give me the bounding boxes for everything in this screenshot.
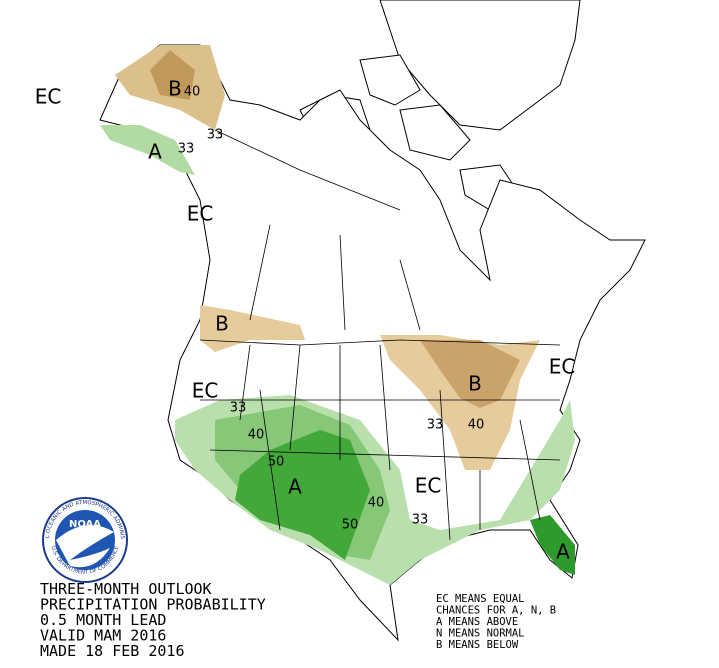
- map-label: A: [148, 140, 162, 164]
- title-line: 0.5 MONTH LEAD: [40, 611, 166, 629]
- map-label: A: [556, 540, 570, 564]
- map-label: 40: [468, 418, 485, 433]
- map-label: 40: [368, 496, 385, 511]
- above-region: [530, 515, 575, 575]
- map-label: EC: [192, 379, 219, 403]
- title-line: PRECIPITATION PROBABILITY: [40, 596, 266, 614]
- title-line: THREE-MONTH OUTLOOK: [40, 580, 212, 598]
- map-label: EC: [187, 202, 214, 226]
- legend-line: A MEANS ABOVE: [436, 616, 518, 628]
- below-region: [420, 340, 520, 408]
- legend-line: CHANCES FOR A, N, B: [436, 605, 556, 617]
- map-label: 40: [184, 85, 201, 100]
- legend-line: N MEANS NORMAL: [436, 628, 525, 640]
- map-label: B: [215, 312, 229, 336]
- map-label: 33: [412, 513, 429, 528]
- map-label: EC: [35, 85, 62, 109]
- above-region: [235, 430, 370, 560]
- map-label: 50: [342, 518, 359, 533]
- logo-name: NOAA: [69, 519, 101, 530]
- logo-bird: [56, 525, 114, 568]
- title-line: VALID MAM 2016: [40, 627, 166, 645]
- map-label: B: [468, 372, 482, 396]
- map-label: EC: [415, 474, 442, 498]
- legend-line: EC MEANS EQUAL: [436, 593, 525, 605]
- map-label: 33: [207, 128, 224, 143]
- map-label: A: [288, 475, 302, 499]
- map-label: 50: [268, 455, 285, 470]
- map-label: 33: [427, 418, 444, 433]
- map-label: 33: [178, 142, 195, 157]
- below-region: [150, 50, 195, 100]
- legend-line: B MEANS BELOW: [436, 639, 519, 651]
- below-region: [200, 305, 305, 352]
- map-label: 40: [248, 428, 265, 443]
- boundaries: [199, 129, 561, 541]
- map-label: B: [168, 77, 182, 101]
- title-line: MADE 18 FEB 2016: [40, 642, 185, 660]
- above-region: [100, 125, 195, 175]
- map-label: 33: [230, 401, 247, 416]
- map-label: EC: [549, 355, 576, 379]
